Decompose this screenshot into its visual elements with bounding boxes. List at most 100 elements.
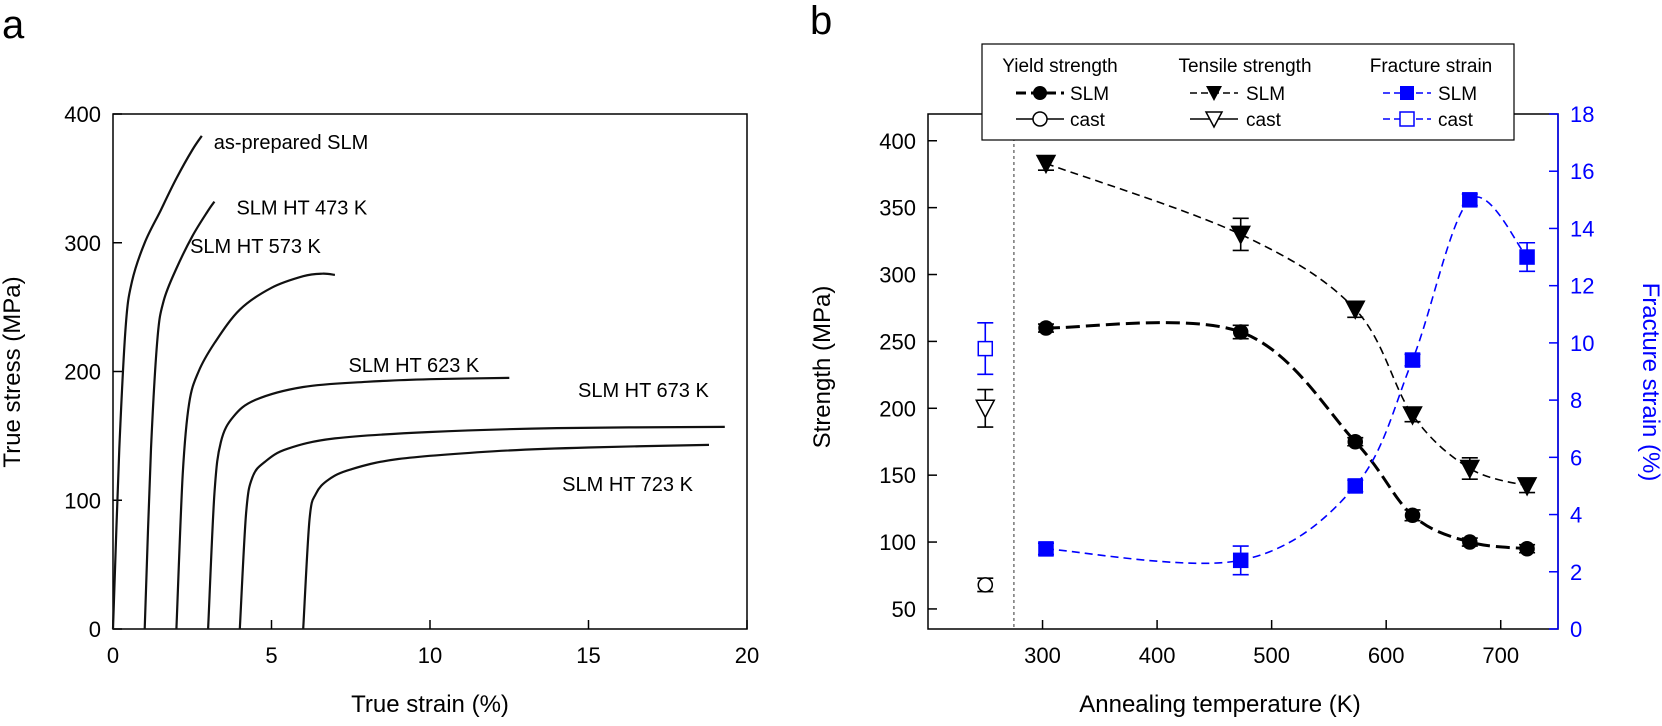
point-tensile-strength-slm (1516, 477, 1538, 497)
panel-b-x-axis-label: Annealing temperature (K) (1079, 691, 1360, 718)
point-fracture-strain-slm (1519, 249, 1535, 265)
y-tick-label: 0 (89, 617, 101, 642)
panel-a-x-ticks: 0 5 10 15 20 (107, 620, 759, 668)
legend-yield-header: Yield strength (1002, 56, 1117, 77)
legend-tensile-cast-marker (1204, 111, 1224, 129)
x-tick-label: 700 (1482, 643, 1519, 668)
right-y-tick-label: 8 (1570, 388, 1582, 413)
panel-b-plot-frame (927, 113, 1559, 630)
legend-yield-cast-marker (1032, 111, 1048, 127)
left-y-tick-label: 50 (892, 597, 916, 622)
right-y-tick-label: 16 (1570, 159, 1594, 184)
right-y-tick-label: 14 (1570, 216, 1594, 241)
left-y-tick-label: 300 (879, 263, 916, 288)
right-y-tick-label: 0 (1570, 617, 1582, 642)
legend-fracture-cast-marker (1399, 111, 1415, 127)
stress-strain-curve-as-prepared-slm (111, 135, 203, 630)
x-tick-label: 15 (576, 643, 600, 668)
point-yield-strength-slm (1404, 507, 1421, 524)
left-y-tick-label: 100 (879, 530, 916, 555)
left-y-tick-label: 350 (879, 196, 916, 221)
point-yield-strength-slm (1519, 540, 1535, 557)
curve-label-slm-ht-473-k: SLM HT 473 K (236, 198, 367, 220)
x-tick-label: 400 (1139, 643, 1176, 668)
stress-strain-curve-slm-ht-723-k (302, 443, 710, 630)
point-yield-strength-slm (1347, 433, 1364, 450)
legend-yield-slm-label: SLM (1070, 84, 1109, 105)
stress-strain-curve-slm-ht-473-k (143, 200, 216, 630)
right-y-tick-label: 10 (1570, 331, 1594, 356)
point-tensile-strength-slm (1402, 406, 1423, 426)
legend-fracture-slm-marker (1400, 86, 1414, 100)
x-tick-label: 600 (1368, 643, 1405, 668)
panel-b-left-y-ticks: 50 100 150 200 250 300 350 400 (879, 129, 937, 622)
point-fracture-strain-slm (1232, 552, 1249, 569)
trend-line-fracture-strain-slm (1045, 196, 1528, 565)
point-fracture-strain-slm (1404, 352, 1421, 368)
x-tick-label: 20 (735, 643, 759, 668)
panel-b-right-y-ticks: 0 2 4 6 8 10 12 14 16 18 (1549, 102, 1594, 642)
right-y-tick-label: 4 (1570, 503, 1582, 528)
legend-fracture-header: Fracture strain (1370, 56, 1492, 77)
panel-a-curves: as-prepared SLM SLM HT 473 K SLM HT 573 K S… (111, 132, 725, 630)
panel-b-legend: Yield strength Tensile strength Fracture… (981, 43, 1515, 141)
point-tensile-strength-slm (1459, 459, 1481, 480)
y-tick-label: 300 (64, 231, 101, 256)
curve-label-slm-ht-573-k: SLM HT 573 K (190, 236, 321, 258)
curve-label-slm-ht-623-k: SLM HT 623 K (348, 355, 479, 377)
curve-label-slm-ht-723-k: SLM HT 723 K (562, 474, 693, 496)
legend-fracture-slm-label: SLM (1438, 84, 1477, 105)
point-tensile-strength-slm (1230, 225, 1251, 245)
point-fracture-strain-slm (1462, 192, 1478, 208)
x-tick-label: 500 (1253, 643, 1290, 668)
stress-strain-curve-slm-ht-623-k (207, 376, 510, 630)
panel-b: b 300 400 500 600 700 5010015020025030035040… (809, 0, 1662, 718)
stress-strain-curve-slm-ht-573-k (175, 272, 336, 630)
x-tick-label: 0 (107, 643, 119, 668)
x-tick-label: 5 (265, 643, 277, 668)
trend-line-yield-strength-slm (1045, 321, 1528, 551)
legend-fracture-cast-label: cast (1438, 110, 1474, 131)
legend-tensile-header: Tensile strength (1178, 56, 1311, 77)
panel-b-data-points (975, 154, 1538, 593)
x-tick-label: 10 (418, 643, 442, 668)
point-tensile-strength-cast (975, 399, 996, 419)
legend-tensile-slm-marker (1206, 86, 1222, 101)
legend-tensile-slm-label: SLM (1246, 84, 1285, 105)
legend-yield-cast-label: cast (1070, 110, 1106, 131)
panel-a-label: a (2, 3, 25, 47)
point-tensile-strength-slm (1035, 154, 1057, 175)
curve-label-slm-ht-673-k: SLM HT 673 K (578, 380, 709, 402)
point-yield-strength-cast (977, 577, 994, 593)
point-fracture-strain-slm (1038, 541, 1054, 557)
left-y-tick-label: 400 (879, 129, 916, 154)
panel-b-trend-lines (1045, 162, 1528, 565)
point-fracture-strain-cast (977, 340, 994, 357)
point-tensile-strength-slm (1345, 300, 1366, 320)
left-y-tick-label: 150 (879, 463, 916, 488)
panel-a-y-ticks: 0 100 200 300 400 (64, 102, 122, 642)
left-y-tick-label: 250 (879, 329, 916, 354)
panel-b-left-y-axis-label: Strength (MPa) (809, 286, 836, 449)
panel-b-x-ticks: 300 400 500 600 700 (1024, 620, 1519, 668)
panel-b-right-y-axis-label: Fracture strain (%) (1637, 283, 1662, 482)
legend-tensile-cast-label: cast (1246, 110, 1282, 131)
right-y-tick-label: 12 (1570, 274, 1594, 299)
right-y-tick-label: 6 (1570, 445, 1582, 470)
y-tick-label: 200 (64, 360, 101, 385)
curve-label-as-prepared-slm: as-prepared SLM (214, 132, 369, 154)
right-y-tick-label: 2 (1570, 560, 1582, 585)
y-tick-label: 100 (64, 488, 101, 513)
panel-a-x-axis-label: True strain (%) (351, 691, 509, 718)
x-tick-label: 300 (1024, 643, 1061, 668)
panel-b-label: b (810, 0, 832, 43)
stress-strain-curve-slm-ht-673-k (238, 425, 725, 630)
right-y-tick-label: 18 (1570, 102, 1594, 127)
panel-a-y-axis-label: True stress (MPa) (0, 276, 26, 467)
point-yield-strength-slm (1038, 320, 1054, 336)
legend-yield-slm-marker (1033, 86, 1047, 100)
left-y-tick-label: 200 (879, 396, 916, 421)
point-yield-strength-slm (1232, 324, 1249, 340)
legend-box (981, 43, 1515, 141)
